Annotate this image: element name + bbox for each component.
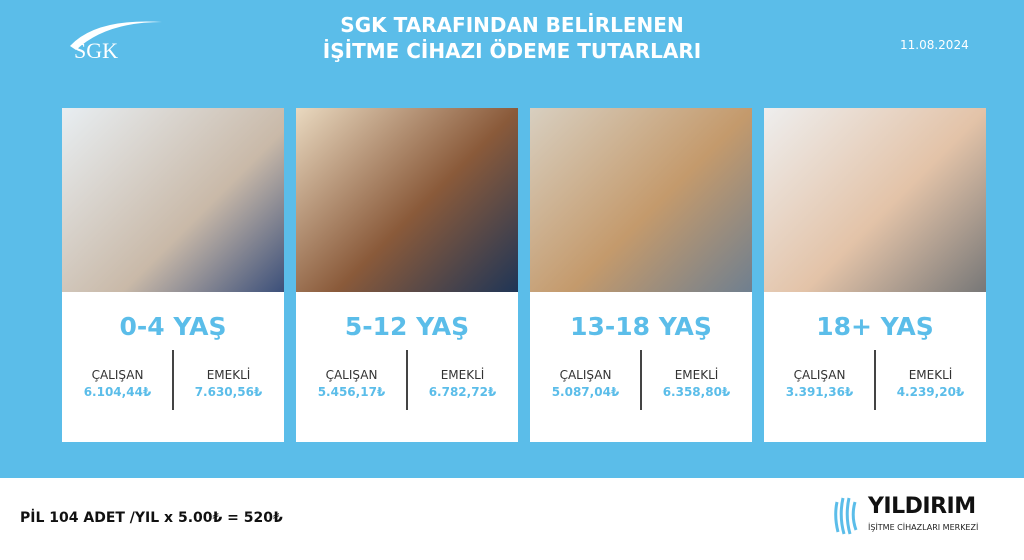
retired-label: EMEKLİ bbox=[440, 368, 485, 382]
divider bbox=[874, 350, 876, 410]
date: 11.08.2024 bbox=[900, 38, 969, 52]
employee-amount: 5.456,17₺ bbox=[317, 385, 386, 399]
divider bbox=[406, 350, 408, 410]
employee-amount: 6.104,44₺ bbox=[83, 385, 152, 399]
photo-baby-at-window bbox=[62, 108, 284, 292]
employee-label: ÇALIŞAN bbox=[91, 368, 144, 382]
age-group: 13-18 YAŞ bbox=[570, 312, 712, 341]
retired-label: EMEKLİ bbox=[908, 368, 953, 382]
age-group: 0-4 YAŞ bbox=[119, 312, 227, 341]
age-group: 18+ YAŞ bbox=[816, 312, 934, 341]
page-title: SGK TARAFINDAN BELİRLENEN İŞİTME CİHAZI … bbox=[322, 13, 702, 63]
photo-child-with-hearing-aid bbox=[296, 108, 518, 292]
brand-logo: YILDIRIM İŞİTME CİHAZLARI MERKEZİ bbox=[832, 494, 992, 538]
svg-text:SGK: SGK bbox=[74, 38, 118, 63]
employee-label: ÇALIŞAN bbox=[559, 368, 612, 382]
divider bbox=[172, 350, 174, 410]
age-card: 13-18 YAŞ ÇALIŞAN 5.087,04₺ EMEKLİ 6.358,8… bbox=[530, 108, 752, 442]
brand-icon bbox=[834, 497, 858, 535]
age-group: 5-12 YAŞ bbox=[344, 312, 470, 341]
employee-label: ÇALIŞAN bbox=[793, 368, 846, 382]
divider bbox=[640, 350, 642, 410]
retired-amount: 6.782,72₺ bbox=[428, 385, 497, 399]
photo-elderly-man-hearing-aid bbox=[764, 108, 986, 292]
retired-label: EMEKLİ bbox=[674, 368, 719, 382]
retired-label: EMEKLİ bbox=[206, 368, 251, 382]
retired-amount: 7.630,56₺ bbox=[194, 385, 263, 399]
sgk-logo: SGK bbox=[70, 21, 162, 63]
age-card: 5-12 YAŞ ÇALIŞAN 5.456,17₺ EMEKLİ 6.782,72… bbox=[296, 108, 518, 442]
retired-amount: 4.239,20₺ bbox=[896, 385, 965, 399]
age-card: 18+ YAŞ ÇALIŞAN 3.391,36₺ EMEKLİ 4.239,20₺ bbox=[764, 108, 986, 442]
photo-teen-fitted-hearing-aid bbox=[530, 108, 752, 292]
employee-amount: 5.087,04₺ bbox=[551, 385, 620, 399]
employee-amount: 3.391,36₺ bbox=[785, 385, 854, 399]
battery-note: PİL 104 ADET /YIL x 5.00₺ = 520₺ bbox=[20, 510, 283, 526]
retired-amount: 6.358,80₺ bbox=[662, 385, 731, 399]
age-card: 0-4 YAŞ ÇALIŞAN 6.104,44₺ EMEKLİ 7.630,56₺ bbox=[62, 108, 284, 442]
employee-label: ÇALIŞAN bbox=[325, 368, 378, 382]
